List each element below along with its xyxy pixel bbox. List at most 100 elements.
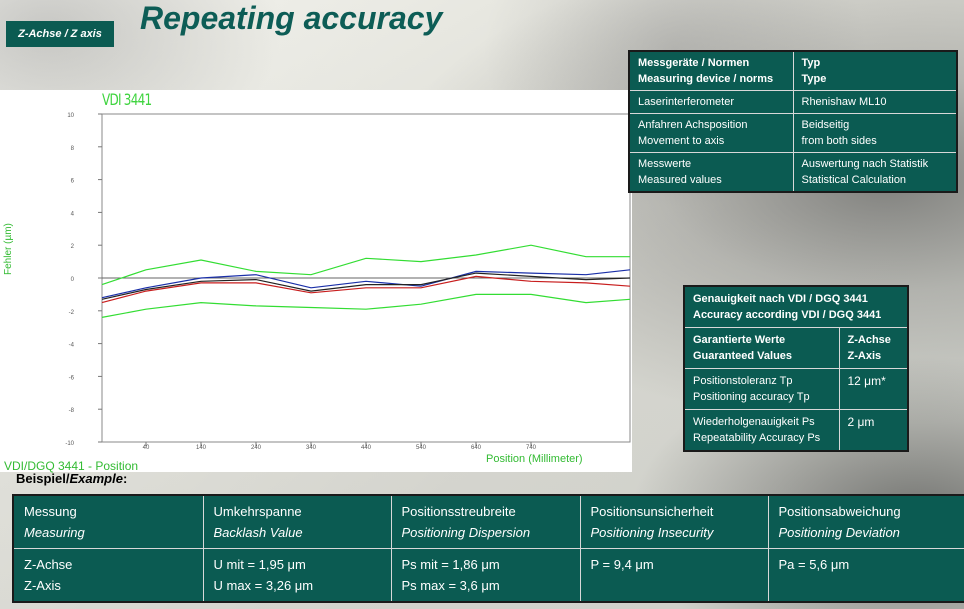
info-text: Measuring device / norms — [638, 73, 774, 85]
example-label: Beispiel/Example: — [16, 471, 127, 486]
info-cell: Messwerte Measured values — [628, 152, 794, 193]
x-tick-label: 140 — [196, 445, 207, 451]
header-en: Positioning Deviation — [778, 525, 900, 540]
info-text: Typ — [801, 57, 821, 69]
info-text: Beidseitig — [801, 119, 850, 131]
measurement-table: Messung Measuring Umkehrspanne Backlash Va… — [12, 494, 964, 603]
info-cell: Typ Type — [792, 50, 958, 91]
page-title: Repeating accuracy — [140, 0, 443, 36]
accuracy-label: Positioning accuracy Tp — [693, 391, 810, 403]
example-label-de: Beispiel/ — [16, 471, 70, 486]
y-tick-label: 8 — [71, 146, 75, 152]
accuracy-header-text: Accuracy according VDI / DGQ 3441 — [693, 309, 882, 321]
info-text: from both sides — [801, 135, 877, 147]
x-tick-label: 540 — [416, 445, 427, 451]
measurement-value-cell: Pa = 5,6 μm — [767, 548, 964, 603]
accuracy-label-cell: Positionstoleranz Tp Positioning accuracy… — [683, 368, 840, 410]
chart-svg: 10 8 6 4 2 0 -2 -4 -6 -8 -10 40 140 240 340 440 540 640 74… — [65, 113, 631, 451]
info-table-row: Laserinterferometer Rhenishaw ML10 — [628, 90, 958, 114]
value-line: Pa = 5,6 μm — [778, 557, 850, 572]
series-line-mean — [101, 272, 631, 300]
y-tick-label: 0 — [71, 277, 75, 283]
y-tick-label: 6 — [71, 179, 75, 185]
info-text: Messwerte — [638, 158, 692, 170]
axis-label-badge: Z-Achse / Z axis — [6, 21, 114, 47]
measurement-value-cell: Z-Achse Z-Axis — [12, 548, 204, 603]
example-label-colon: : — [122, 471, 128, 486]
x-tick-label: 340 — [306, 445, 317, 451]
info-table-row: Anfahren Achsposition Movement to axis Be… — [628, 113, 958, 153]
y-tick-label: -4 — [69, 343, 75, 349]
x-tick-label: 40 — [143, 445, 150, 451]
accuracy-value: Z-Achse — [847, 334, 891, 346]
value-line: U max = 3,26 μm — [213, 578, 314, 593]
measurement-header-row: Messung Measuring Umkehrspanne Backlash Va… — [12, 494, 964, 549]
chart-title: VDI 3441 — [102, 90, 152, 109]
accuracy-header-row: Genauigkeit nach VDI / DGQ 3441 Accuracy … — [683, 285, 909, 328]
y-tick-label: -6 — [69, 375, 75, 381]
info-text: Movement to axis — [638, 135, 725, 147]
value-line: P = 9,4 μm — [590, 557, 654, 572]
measuring-device-table: Messgeräte / Normen Measuring device / no… — [628, 50, 958, 193]
accuracy-label: Guaranteed Values — [693, 350, 793, 362]
accuracy-label: Repeatability Accuracy Ps — [693, 432, 821, 444]
value-line: Z-Achse — [24, 557, 73, 572]
info-cell: Anfahren Achsposition Movement to axis — [628, 113, 794, 153]
measurement-header-cell: Positionsunsicherheit Positioning Insecur… — [579, 494, 769, 549]
measurement-value-cell: Ps mit = 1,86 μm Ps max = 3,6 μm — [390, 548, 581, 603]
accuracy-header-cell: Genauigkeit nach VDI / DGQ 3441 Accuracy … — [683, 285, 909, 328]
value-line: Z-Axis — [24, 578, 61, 593]
measurement-header-cell: Positionsstreubreite Positioning Dispersi… — [390, 494, 581, 549]
header-en: Positioning Insecurity — [590, 525, 714, 540]
y-tick-label: 4 — [71, 211, 75, 217]
info-cell: Auswertung nach Statistik Statistical Cal… — [792, 152, 958, 193]
y-tick-label: -10 — [65, 441, 74, 447]
accuracy-value-cell: Z-Achse Z-Axis — [838, 327, 909, 369]
x-tick-label: 440 — [361, 445, 372, 451]
accuracy-row: Garantierte Werte Guaranteed Values Z-Ach… — [683, 327, 909, 369]
x-tick-label: 640 — [471, 445, 482, 451]
measurement-value-cell: P = 9,4 μm — [579, 548, 769, 603]
info-text: Auswertung nach Statistik — [801, 158, 929, 170]
measurement-value-cell: U mit = 1,95 μm U max = 3,26 μm — [202, 548, 392, 603]
accuracy-label-cell: Garantierte Werte Guaranteed Values — [683, 327, 840, 369]
info-table-header-row: Messgeräte / Normen Measuring device / no… — [628, 50, 958, 91]
measurement-value-row: Z-Achse Z-Axis U mit = 1,95 μm U max = 3,2… — [12, 548, 964, 603]
x-tick-label: 740 — [526, 445, 537, 451]
accuracy-value-cell: 12 μm* — [838, 368, 909, 410]
info-text: Messgeräte / Normen — [638, 57, 750, 69]
header-de: Umkehrspanne — [213, 504, 302, 519]
header-de: Positionsstreubreite — [401, 504, 516, 519]
info-text: Type — [801, 73, 827, 85]
info-text: Statistical Calculation — [801, 174, 907, 186]
info-cell: Messgeräte / Normen Measuring device / no… — [628, 50, 794, 91]
example-label-en: Example — [69, 471, 123, 486]
info-text: Laserinterferometer — [638, 96, 734, 108]
info-text: Measured values — [638, 174, 722, 186]
header-en: Backlash Value — [213, 525, 303, 540]
accuracy-row: Wiederholgenauigkeit Ps Repeatability Acc… — [683, 409, 909, 452]
header-de: Messung — [24, 504, 77, 519]
series-line-forward — [101, 269, 631, 299]
y-tick-label: -2 — [69, 310, 75, 316]
y-tick-label: 2 — [71, 244, 75, 250]
x-tick-label: 240 — [251, 445, 262, 451]
accuracy-value-cell: 2 μm — [838, 409, 909, 452]
value-line: Ps max = 3,6 μm — [401, 578, 500, 593]
accuracy-value: 12 μm* — [847, 374, 886, 388]
measurement-header-cell: Messung Measuring — [12, 494, 204, 549]
chart-footer-label: VDI/DGQ 3441 - Position — [4, 459, 139, 473]
value-line: Ps mit = 1,86 μm — [401, 557, 500, 572]
accuracy-value: Z-Axis — [847, 350, 882, 362]
chart-x-axis-label: Position (Millimeter) — [486, 453, 583, 465]
series-line-backward — [101, 275, 631, 304]
info-cell: Laserinterferometer — [628, 90, 794, 114]
series-line-upper — [101, 244, 630, 286]
accuracy-label: Garantierte Werte — [693, 334, 786, 346]
measurement-header-cell: Positionsabweichung Positioning Deviation — [767, 494, 964, 549]
header-en: Measuring — [24, 525, 85, 540]
accuracy-table: Genauigkeit nach VDI / DGQ 3441 Accuracy … — [683, 285, 909, 452]
series-line-lower — [101, 293, 631, 318]
info-cell: Rhenishaw ML10 — [792, 90, 958, 114]
accuracy-label: Positionstoleranz Tp — [693, 375, 793, 387]
